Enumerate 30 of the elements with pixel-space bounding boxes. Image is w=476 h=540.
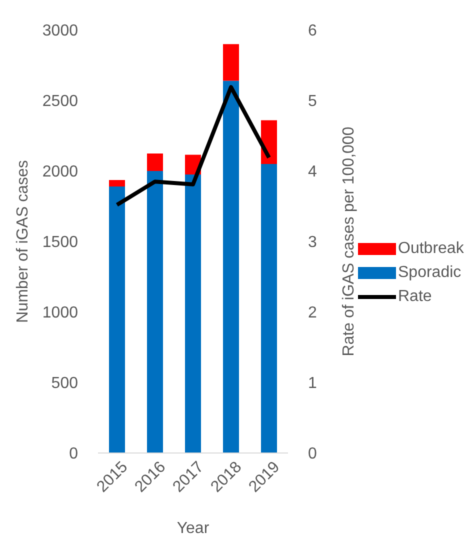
y-tick-label: 0 [69,446,78,463]
y2-tick-label: 4 [308,164,317,181]
bar [109,186,125,453]
y-tick-label: 2500 [42,93,78,110]
x-axis-title: Year [176,520,210,537]
y-tick-label: 3000 [42,22,78,40]
y2-axis-title: Rate of iGAS cases per 100,000 [340,126,358,356]
y-tick-label: 1000 [42,304,78,322]
y-axis-title: Number of iGAS cases [14,160,32,323]
bar [147,171,163,453]
y-tick-label: 1500 [42,234,78,252]
legend-label: Outbreak [398,240,464,258]
legend-label: Rate [398,288,432,306]
y2-tick-label: 3 [308,234,317,252]
line-series [115,85,271,207]
bar [185,174,201,453]
y-tick-label: 2000 [42,164,78,181]
y-tick-label: 500 [51,375,78,392]
y2-tick-label: 0 [308,446,317,463]
bar [223,80,239,453]
bar [261,164,277,453]
y2-tick-label: 6 [308,22,317,40]
bar [109,180,125,187]
y2-tick-label: 2 [308,304,317,322]
y2-tick-label: 1 [308,375,317,392]
bar [261,120,277,164]
legend-label: Sporadic [398,264,462,282]
y2-tick-label: 5 [308,93,317,110]
bar [147,154,163,171]
bar [223,44,239,81]
